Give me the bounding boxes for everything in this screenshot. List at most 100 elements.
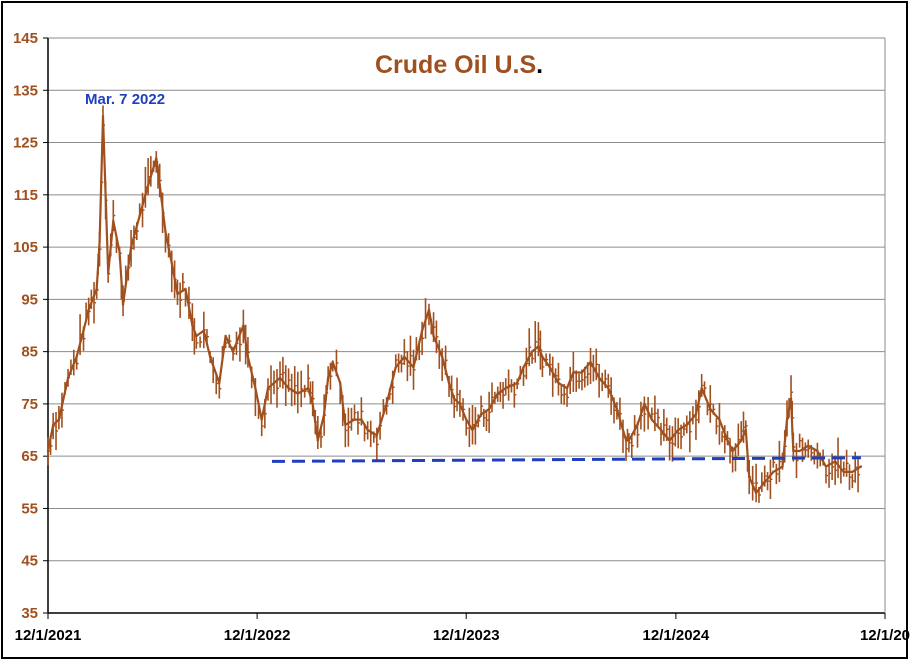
price-point: [748, 475, 751, 479]
price-point: [627, 439, 631, 442]
price-point: [95, 287, 98, 291]
price-point: [833, 460, 837, 463]
price-point: [496, 392, 499, 395]
price-point: [254, 387, 257, 390]
ytick-label-95: 95: [21, 291, 38, 308]
price-point: [344, 423, 347, 427]
price-point: [807, 444, 810, 447]
price-point: [98, 240, 101, 244]
price-point: [530, 350, 534, 353]
price-point: [412, 366, 415, 369]
price-point: [676, 428, 680, 432]
price-point: [471, 428, 474, 432]
ytick-label-35: 35: [21, 605, 38, 622]
price-point: [155, 157, 158, 160]
price-point: [726, 439, 729, 442]
price-point: [859, 465, 863, 468]
peak-annotation: Mar. 7 2022: [85, 91, 165, 108]
price-point: [785, 418, 789, 421]
price-point: [326, 376, 330, 379]
axes: [43, 37, 886, 619]
price-point: [218, 381, 221, 385]
price-point: [129, 245, 133, 249]
price-point: [82, 329, 85, 332]
price-point: [668, 439, 671, 442]
price-point: [643, 402, 646, 406]
price-point: [385, 402, 388, 406]
price-point: [440, 355, 444, 359]
price-point: [731, 449, 734, 453]
price-point: [121, 303, 125, 306]
price-point: [164, 230, 167, 233]
price-point: [311, 402, 314, 406]
price-point: [75, 355, 78, 359]
price-point: [287, 387, 290, 390]
price-point: [789, 397, 793, 400]
price-point: [322, 413, 326, 416]
ytick-label-85: 85: [21, 344, 38, 361]
price-point: [447, 381, 451, 385]
price-point: [184, 287, 187, 291]
gridlines: [48, 37, 885, 614]
price-point: [522, 366, 525, 369]
price-point: [427, 308, 431, 312]
price-point: [792, 449, 795, 453]
price-point: [260, 418, 263, 421]
price-point: [744, 428, 747, 432]
ytick-label-65: 65: [21, 448, 38, 465]
price-point: [636, 423, 639, 427]
price-point: [607, 387, 610, 390]
price-point: [458, 402, 462, 406]
ytick-label-115: 115: [14, 187, 38, 204]
price-point: [842, 470, 845, 474]
price-point: [565, 387, 569, 390]
price-point: [191, 324, 194, 327]
price-point: [763, 481, 766, 484]
price-point: [615, 407, 619, 411]
price-point: [487, 407, 491, 411]
price-point: [504, 387, 507, 390]
ytick-label-105: 105: [13, 239, 38, 256]
xtick-label-1: 12/1/2022: [224, 627, 291, 644]
y-axis-ticks: 35 45 55 65 75 85 95 105 115 125 135 145: [13, 30, 38, 622]
price-point: [452, 397, 456, 400]
price-point: [685, 423, 688, 427]
price-point: [740, 439, 743, 442]
price-point: [51, 423, 55, 427]
price-point: [851, 470, 854, 474]
price-point: [781, 465, 784, 468]
ytick-label-145: 145: [13, 30, 38, 47]
ytick-label-75: 75: [21, 396, 38, 413]
price-point: [306, 387, 310, 390]
price-point: [366, 428, 369, 432]
price-point: [353, 418, 356, 421]
price-point: [138, 214, 141, 217]
price-point: [580, 371, 584, 374]
chart-title: Crude Oil U.S.: [375, 51, 543, 79]
price-point: [176, 292, 179, 296]
price-point: [87, 308, 90, 312]
price-point: [118, 251, 121, 254]
price-point: [158, 183, 161, 186]
price-point: [224, 334, 227, 338]
price-point: [208, 355, 212, 359]
price-point: [278, 376, 282, 379]
price-point: [202, 329, 206, 332]
price-point: [541, 355, 544, 359]
price-point: [798, 449, 801, 453]
price-point: [557, 381, 560, 385]
price-point: [516, 381, 519, 385]
price-point: [572, 371, 575, 374]
price-point: [394, 366, 397, 369]
price-series-line: [46, 115, 862, 494]
series-layer: [46, 105, 863, 503]
price-point: [718, 418, 721, 421]
price-point: [824, 465, 828, 468]
price-point: [195, 334, 198, 338]
price-point: [465, 418, 468, 421]
price-point: [338, 381, 342, 385]
price-point: [144, 193, 147, 197]
price-point: [537, 345, 540, 348]
price-point: [589, 360, 592, 364]
